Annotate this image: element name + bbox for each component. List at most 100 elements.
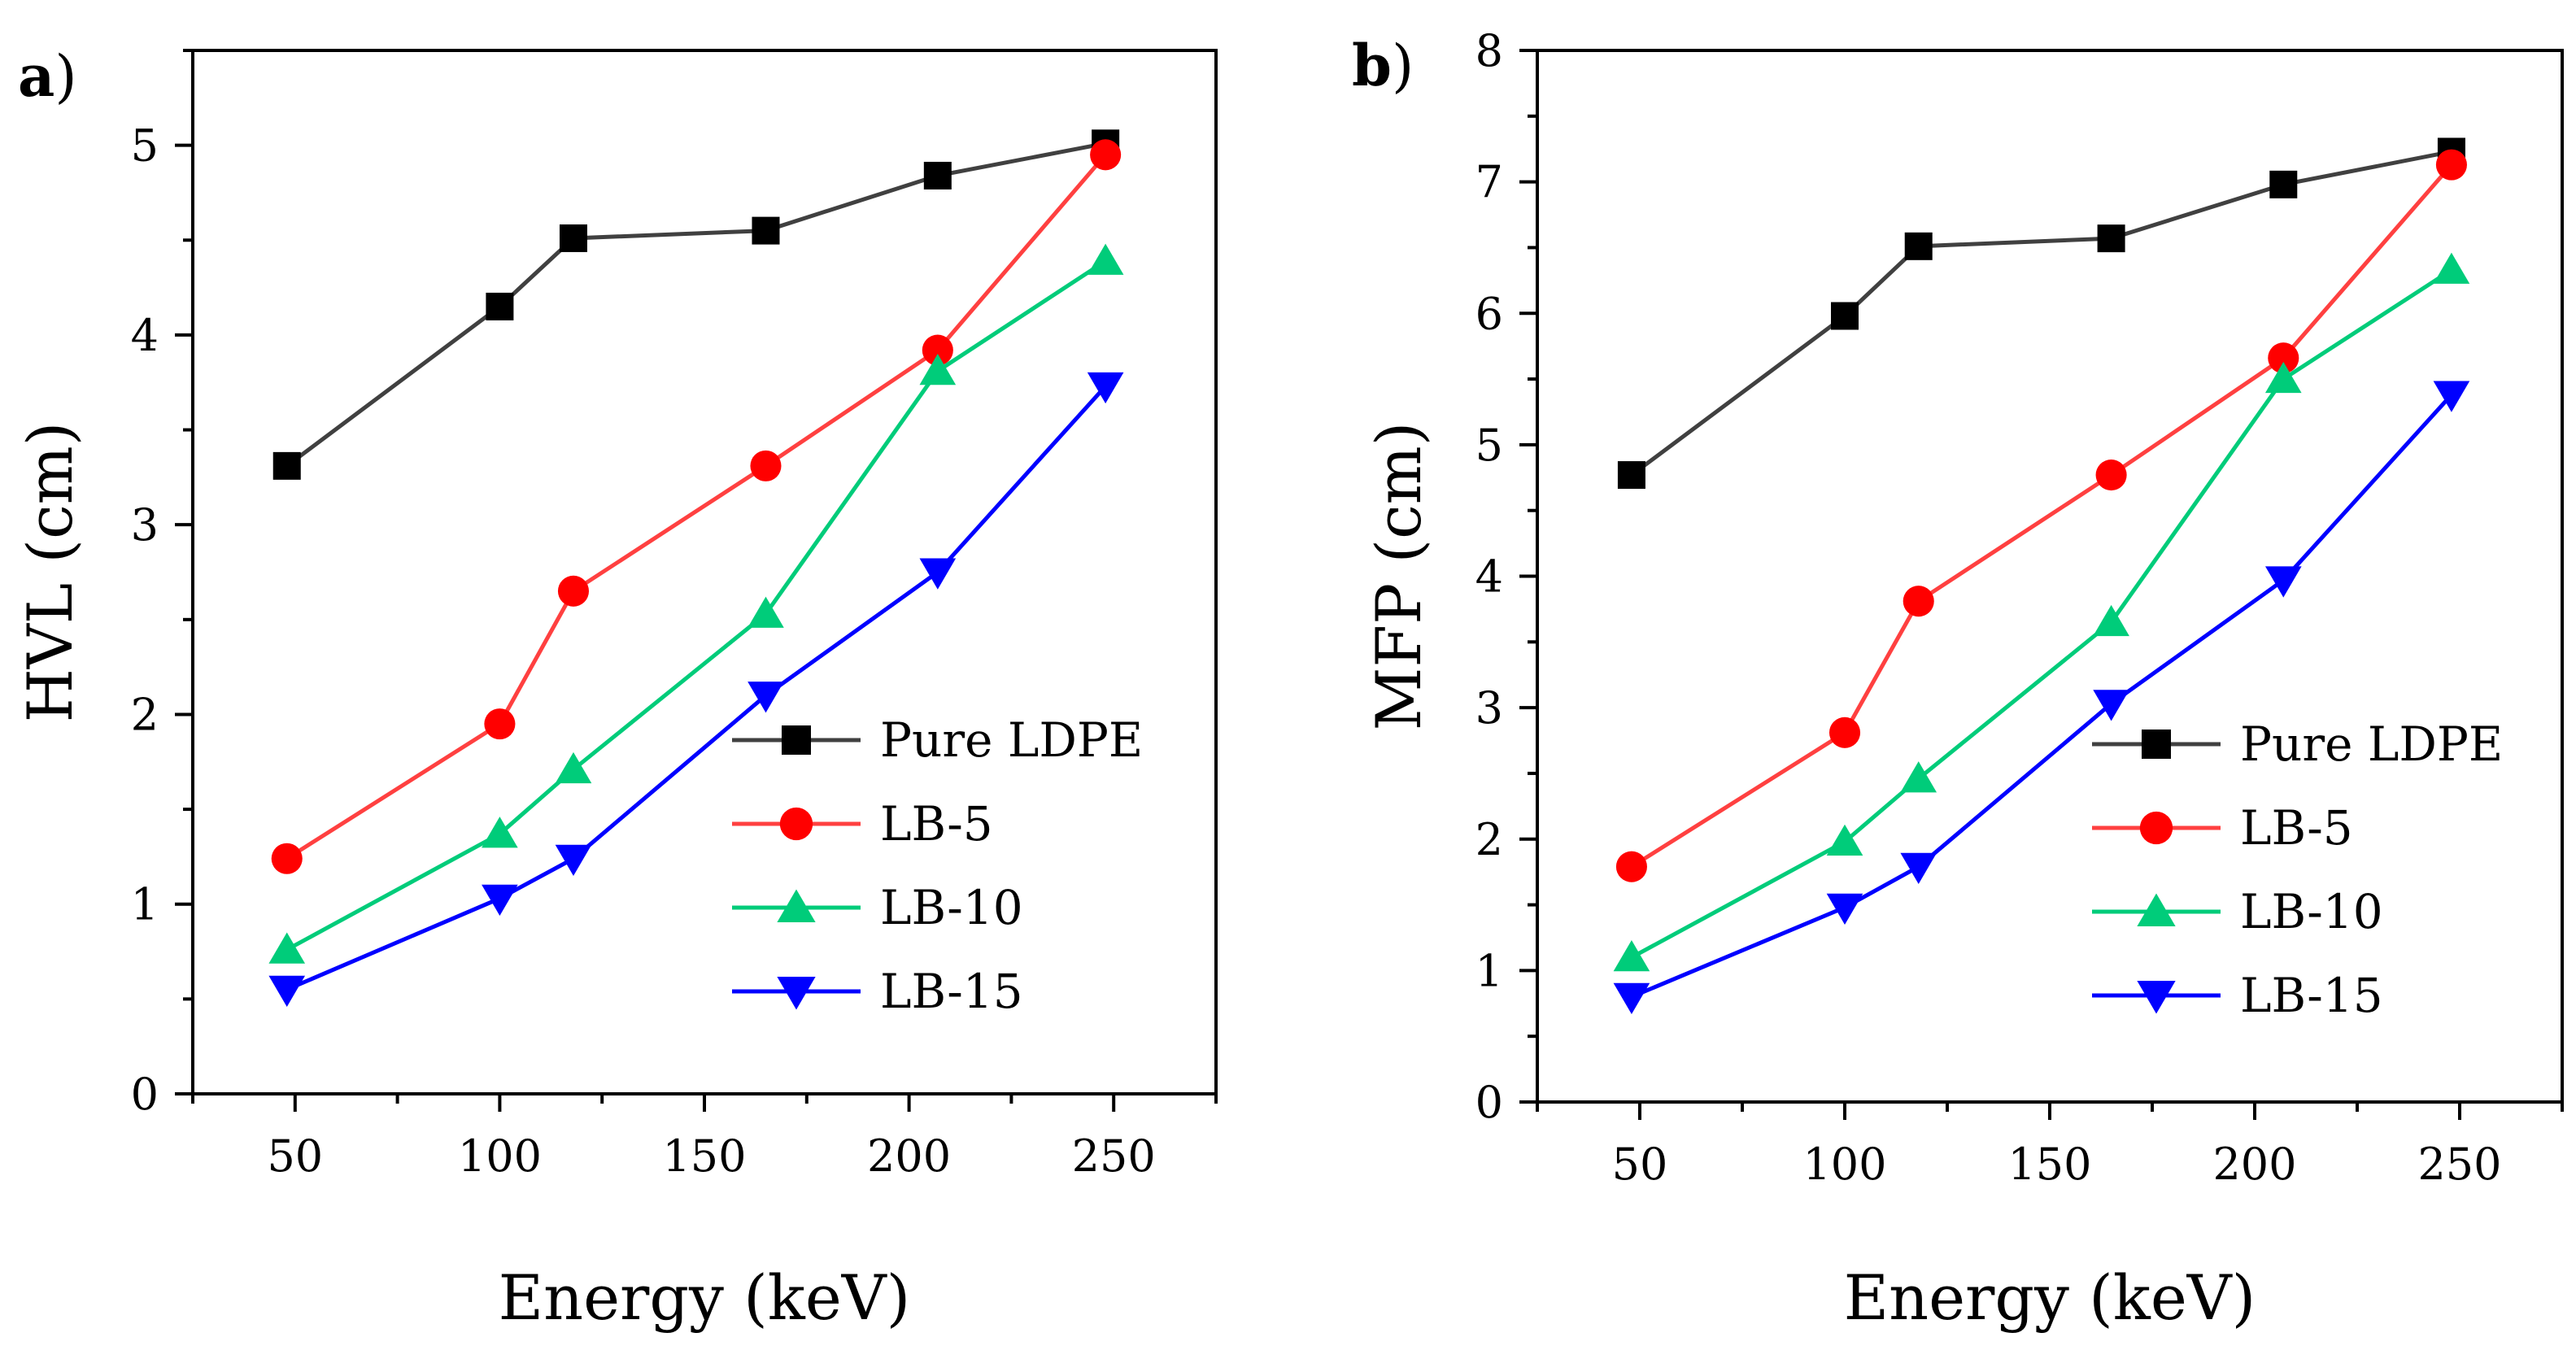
panel-letter: a: [18, 42, 54, 110]
data-point: [1826, 824, 1863, 856]
chart-panel-b: 50 100 150 200 250 0 1 2 3 4 5 6 7 8 Energy (keV) MFP (…: [1352, 25, 2564, 1334]
legend-label: LB-15: [2240, 968, 2383, 1023]
data-point: [2093, 690, 2129, 721]
series-line: [285, 153, 1108, 860]
data-point: [748, 682, 784, 713]
x-tick-label: 100: [1802, 1139, 1886, 1190]
x-tick-label: 200: [2212, 1139, 2296, 1190]
data-point: [482, 884, 518, 916]
data-point: [1826, 893, 1863, 926]
x-axis-title: Energy (keV): [499, 1261, 911, 1334]
panel-paren: ): [54, 43, 76, 110]
y-axis-title: HVL (cm): [14, 422, 86, 723]
series-line: [285, 385, 1107, 991]
data-point: [1613, 939, 1650, 972]
legend-item: LB-10: [732, 880, 1023, 935]
data-point: [750, 450, 782, 481]
y-tick-label: 2: [131, 689, 159, 740]
data-point: [486, 292, 514, 320]
data-point: [922, 334, 953, 366]
series-lb-15: [268, 372, 1124, 1007]
y-tick-label: 3: [1475, 682, 1503, 734]
data-point: [1831, 302, 1859, 330]
data-point: [1903, 586, 1934, 617]
data-point: [2264, 566, 2302, 598]
y-tick-label: 1: [1475, 945, 1503, 996]
data-point: [555, 844, 592, 876]
x-tick-label: 150: [2007, 1139, 2091, 1190]
data-point: [484, 708, 516, 740]
legend-label: LB-5: [880, 796, 993, 852]
data-point: [555, 751, 592, 784]
legend: Pure LDPE LB-5 LB-10 LB-15: [2092, 716, 2503, 1023]
y-tick-label: 0: [1475, 1077, 1503, 1128]
data-point: [271, 843, 303, 874]
data-point: [1617, 461, 1645, 490]
data-point: [1613, 982, 1650, 1014]
data-point: [2269, 170, 2298, 198]
legend-marker: [2137, 893, 2176, 926]
legend-label: Pure LDPE: [2240, 716, 2503, 772]
data-point: [268, 975, 306, 1007]
legend-marker: [777, 977, 816, 1010]
x-tick-label: 50: [1612, 1139, 1668, 1190]
legend-marker: [782, 725, 811, 755]
data-point: [919, 353, 957, 385]
data-point: [2435, 149, 2467, 181]
series-line: [1630, 149, 2452, 477]
data-point: [559, 224, 587, 252]
x-tick-label: 150: [662, 1130, 746, 1182]
legend-label: LB-5: [2240, 800, 2353, 856]
data-point: [482, 817, 518, 848]
y-tick-label: 4: [1475, 551, 1503, 603]
data-point: [1828, 716, 1861, 748]
plot-frame: [1536, 49, 2564, 1104]
legend-marker: [2139, 811, 2173, 845]
data-point: [2095, 460, 2127, 491]
data-point: [1087, 372, 1124, 404]
data-point: [2264, 361, 2302, 394]
legend: Pure LDPE LB-5 LB-10 LB-15: [732, 712, 1143, 1019]
series-pure-ldpe: [1617, 137, 2465, 490]
data-point: [1900, 761, 1937, 793]
legend-marker: [2142, 730, 2171, 759]
y-tick-label: 5: [1475, 420, 1503, 471]
series-lb-15: [1613, 381, 2470, 1014]
data-point: [1900, 852, 1937, 884]
y-tick-label: 2: [1475, 814, 1503, 865]
data-point: [268, 932, 306, 964]
data-point: [1904, 232, 1933, 260]
y-tick-label: 7: [1475, 157, 1503, 208]
legend-item: LB-5: [732, 796, 993, 852]
panel-label: a): [18, 42, 77, 110]
panel-label: b): [1352, 32, 1414, 99]
x-tick-label: 200: [867, 1130, 951, 1182]
data-point: [2097, 224, 2125, 253]
legend-marker: [777, 889, 816, 922]
y-tick-label: 3: [131, 499, 159, 551]
data-point: [2268, 342, 2299, 374]
data-point: [2093, 604, 2129, 637]
legend-item: LB-15: [2092, 968, 2383, 1023]
legend-item: Pure LDPE: [732, 712, 1143, 768]
data-point: [1090, 139, 1122, 171]
y-tick-label: 5: [131, 120, 159, 172]
data-point: [272, 451, 301, 480]
series-line: [285, 259, 1107, 952]
data-point: [752, 216, 780, 245]
data-point: [2433, 252, 2470, 284]
x-tick-label: 50: [267, 1130, 323, 1182]
data-point: [2433, 381, 2470, 412]
data-point: [919, 558, 957, 590]
data-point: [1615, 851, 1647, 882]
x-tick-label: 250: [1072, 1130, 1156, 1182]
y-tick-label: 8: [1475, 25, 1503, 76]
series-line: [1630, 268, 2453, 960]
panel-letter: b: [1352, 32, 1392, 99]
legend-marker: [2137, 981, 2176, 1014]
x-tick-label: 100: [458, 1130, 542, 1182]
legend-item: LB-10: [2092, 884, 2383, 939]
data-point: [557, 575, 590, 607]
chart-panel-a: 50 100 150 200 250 0 1 2 3 4 5 Energy (keV) HVL (cm)…: [14, 42, 1218, 1334]
